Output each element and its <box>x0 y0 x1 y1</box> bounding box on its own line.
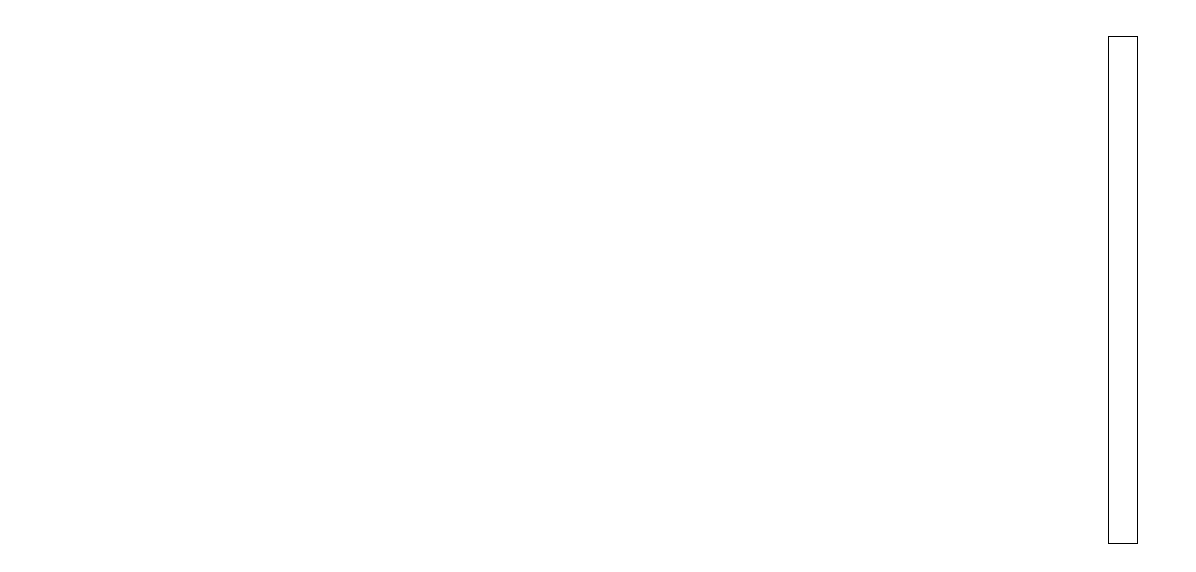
heatmap-grid <box>42 36 1094 542</box>
x-axis-labels <box>42 544 1094 568</box>
colorbar <box>1108 36 1138 544</box>
heatmap-grid-container <box>42 36 1094 542</box>
colorbar-gradient <box>1109 37 1137 543</box>
y-axis-labels <box>0 36 36 542</box>
